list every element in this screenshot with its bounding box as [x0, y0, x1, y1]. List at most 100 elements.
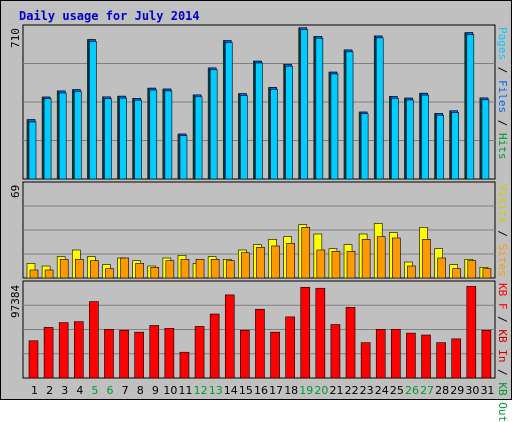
bar-sites-day-11 [180, 259, 190, 279]
x-tick-label: 24 [375, 384, 389, 397]
bar-pages-day-11 [179, 135, 188, 180]
x-tick-label: 2 [46, 384, 53, 397]
bar-kb-f-day-16 [255, 308, 265, 379]
x-tick-label: 16 [254, 384, 268, 397]
x-tick-label: 18 [284, 384, 298, 397]
hits-panel-legend: Pages / Files / Hits [496, 27, 509, 160]
legend-entry: / [496, 223, 509, 244]
bar-kb-f-day-17 [270, 331, 280, 379]
chart-canvas: 1 2 3 4 5 6 7 8 9 10 11 12 13 14 15 16 17 18 19 20 21 22 23 24 2… [22, 24, 496, 397]
bar-pages-day-5 [89, 41, 97, 180]
bar-sites-day-2 [44, 269, 54, 279]
x-tick-label: 27 [420, 384, 434, 397]
x-tick-label: 14 [224, 384, 238, 397]
bar-pages-day-29 [451, 112, 460, 180]
bar-pages-day-26 [406, 99, 414, 180]
bar-sites-day-16 [256, 247, 265, 279]
legend-entry: KB In [496, 329, 509, 363]
x-tick-label: 15 [239, 384, 253, 397]
bar-kb-f-day-12 [194, 326, 205, 379]
bar-pages-day-10 [164, 90, 173, 180]
bar-pages-day-13 [209, 69, 218, 180]
bar-kb-f-day-13 [209, 313, 220, 379]
bar-kb-f-day-11 [179, 351, 190, 379]
bar-sites-day-26 [407, 265, 416, 279]
legend-entry: / [496, 60, 509, 80]
bar-sites-day-4 [74, 259, 84, 279]
bar-sites-day-25 [392, 237, 401, 279]
bar-kb-f-day-25 [391, 328, 401, 379]
x-tick-label: 22 [345, 384, 359, 397]
bar-kb-f-day-8 [134, 331, 144, 379]
x-tick-label: 21 [329, 384, 343, 397]
bar-pages-day-2 [43, 98, 52, 180]
bar-sites-day-8 [135, 263, 144, 279]
bar-pages-day-27 [421, 94, 429, 180]
bar-sites-day-19 [301, 227, 311, 279]
bar-sites-day-27 [422, 239, 431, 279]
bar-sites-day-22 [346, 251, 356, 279]
bar-kb-f-day-22 [345, 307, 356, 379]
bar-pages-day-22 [345, 51, 354, 180]
bar-pages-day-25 [391, 97, 399, 180]
x-tick-label: 29 [450, 384, 464, 397]
bar-kb-f-day-29 [451, 338, 462, 379]
bar-pages-day-18 [285, 65, 293, 180]
bar-kb-f-day-26 [406, 332, 416, 379]
visits-panel-max-label: 69 [9, 184, 22, 198]
bar-kb-f-day-19 [300, 286, 311, 379]
bar-sites-day-5 [90, 260, 99, 279]
bar-sites-day-30 [467, 260, 477, 279]
bar-kb-f-day-15 [240, 329, 250, 379]
bar-kb-f-day-23 [360, 342, 371, 379]
bar-sites-day-13 [210, 259, 220, 279]
bar-sites-day-9 [150, 267, 160, 279]
bar-pages-day-4 [73, 91, 82, 180]
bar-sites-day-17 [271, 245, 280, 279]
bar-kb-f-day-6 [104, 328, 114, 379]
x-tick-label: 1 [31, 384, 38, 397]
x-tick-label: 26 [405, 384, 419, 397]
x-tick-label: 3 [61, 384, 68, 397]
bar-sites-day-10 [165, 260, 175, 279]
bar-pages-day-17 [270, 89, 278, 180]
bar-pages-day-23 [360, 113, 369, 180]
x-tick-label: 13 [209, 384, 223, 397]
bar-kb-f-day-21 [330, 324, 341, 379]
bar-sites-day-20 [316, 249, 326, 279]
bar-pages-day-3 [58, 92, 67, 180]
bar-pages-day-6 [104, 98, 112, 180]
kb-panel-legend: KB F / KB In / KB Out [496, 283, 509, 422]
bar-sites-day-3 [59, 259, 69, 279]
bar-sites-day-31 [482, 268, 492, 279]
bar-sites-day-1 [29, 269, 39, 279]
chart-title: Daily usage for July 2014 [19, 9, 200, 23]
legend-entry: Sites [496, 243, 509, 277]
bar-pages-day-1 [28, 121, 37, 180]
bar-kb-f-day-7 [119, 329, 129, 379]
bar-sites-day-21 [331, 251, 341, 279]
bar-pages-day-9 [149, 89, 158, 180]
bar-kb-f-day-1 [28, 340, 39, 379]
bar-kb-f-day-20 [315, 287, 326, 379]
bar-pages-day-20 [315, 37, 324, 180]
x-tick-label: 6 [107, 384, 114, 397]
bar-sites-day-6 [105, 268, 114, 279]
bar-sites-day-24 [376, 236, 386, 279]
legend-entry: Visits [496, 184, 509, 224]
x-tick-label: 31 [480, 384, 494, 397]
bar-kb-f-day-14 [224, 294, 235, 379]
x-tick-label: 19 [299, 384, 313, 397]
bar-kb-f-day-3 [58, 322, 69, 379]
bar-sites-day-29 [452, 268, 462, 279]
bar-pages-day-30 [466, 34, 475, 180]
bar-kb-f-day-10 [164, 328, 175, 379]
bar-sites-day-15 [241, 252, 250, 279]
legend-entry: KB Out [496, 382, 509, 422]
bar-sites-day-18 [286, 243, 295, 279]
bar-kb-f-day-4 [73, 321, 84, 379]
bar-sites-day-12 [195, 259, 205, 279]
bar-sites-day-14 [225, 260, 235, 279]
bar-pages-day-24 [375, 37, 384, 180]
bar-pages-day-31 [481, 99, 490, 180]
